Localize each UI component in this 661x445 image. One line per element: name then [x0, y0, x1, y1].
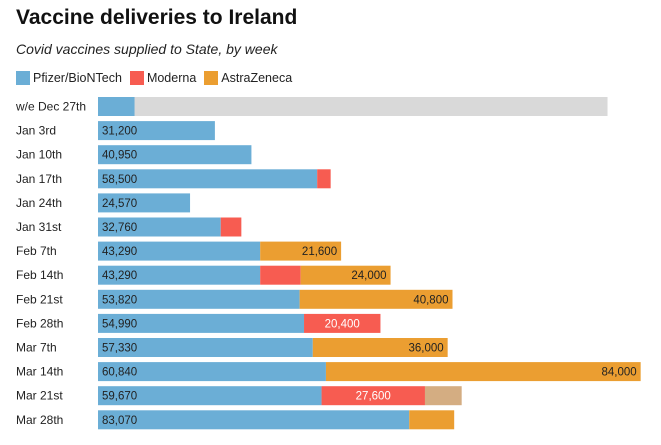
value-label-astrazeneca-mar-14th: 84,000 — [601, 367, 636, 379]
bar-astrazeneca-feb-7th — [260, 241, 342, 261]
category-label-feb-7th: Feb 7th — [16, 244, 57, 258]
bar-moderna-mar-21st — [321, 386, 425, 406]
legend-label-moderna: Moderna — [146, 71, 197, 85]
bar-pfizer-biontech-jan-31st — [98, 217, 221, 237]
category-label-jan-3rd: Jan 3rd — [16, 124, 56, 138]
bar-pfizer-biontech-feb-28th — [98, 313, 305, 333]
legend-swatch-moderna — [129, 71, 144, 85]
category-label-mar-14th: Mar 14th — [16, 365, 63, 379]
value-label-astrazeneca-feb-21st: 40,800 — [413, 294, 448, 306]
bar-pfizer-biontech-mar-28th — [98, 410, 410, 430]
category-label-feb-14th: Feb 14th — [16, 268, 63, 282]
value-label-pfizer-biontech-jan-10th: 40,950 — [102, 150, 137, 162]
value-label-pfizer-biontech-jan-31st: 32,760 — [102, 222, 137, 234]
bar-other-mar-21st — [424, 386, 462, 406]
category-label-jan-10th: Jan 10th — [16, 148, 62, 162]
value-label-pfizer-biontech-feb-21st: 53,820 — [102, 294, 137, 306]
bar-pfizer-biontech-feb-14th — [98, 265, 261, 285]
value-label-pfizer-biontech-jan-17th: 58,500 — [102, 174, 137, 186]
bar-pfizer-biontech-feb-21st — [98, 289, 300, 309]
bar-astrazeneca-feb-21st — [299, 289, 453, 309]
value-label-pfizer-biontech-jan-24th: 24,570 — [102, 198, 137, 210]
bar-moderna-jan-17th — [317, 169, 331, 189]
value-label-pfizer-biontech-mar-21st: 59,670 — [102, 391, 137, 403]
bar-pfizer-biontech-jan-24th — [98, 193, 191, 213]
value-label-pfizer-biontech-jan-3rd: 31,200 — [102, 126, 137, 138]
legend-item-moderna: Moderna — [129, 71, 197, 85]
legend-label-pfizer: Pfizer/BioNTech — [33, 71, 122, 85]
value-label-moderna-mar-21st: 27,600 — [356, 391, 391, 403]
bar-astrazeneca-feb-14th — [300, 265, 391, 285]
value-label-moderna-feb-28th: 20,400 — [325, 318, 360, 330]
bar-astrazeneca-mar-7th — [312, 338, 448, 357]
value-label-pfizer-biontech-feb-14th: 43,290 — [102, 270, 137, 282]
bar-pfizer-biontech-jan-17th — [98, 169, 318, 189]
value-label-astrazeneca-feb-14th: 24,000 — [351, 270, 386, 282]
value-label-pfizer-biontech-mar-28th: 83,070 — [102, 415, 137, 427]
bar-pfizer-biontech-mar-14th — [98, 362, 326, 382]
category-label-mar-28th: Mar 28th — [16, 413, 63, 427]
bar-moderna-feb-28th — [304, 313, 381, 333]
bar-moderna-feb-14th — [260, 265, 301, 285]
value-label-astrazeneca-feb-7th: 21,600 — [302, 246, 337, 258]
value-label-astrazeneca-mar-7th: 36,000 — [408, 343, 443, 355]
legend-swatch-astrazeneca — [204, 71, 219, 85]
bar-pfizer-biontech-mar-7th — [98, 338, 313, 357]
value-label-pfizer-biontech-feb-7th: 43,290 — [102, 246, 137, 258]
bar-pfizer-biontech-jan-3rd — [98, 121, 215, 141]
category-label-mar-21st: Mar 21st — [16, 389, 63, 403]
category-label-jan-31st: Jan 31st — [16, 220, 62, 234]
category-label-feb-21st: Feb 21st — [16, 292, 63, 306]
bar-pfizer-biontech-feb-7th — [98, 241, 261, 261]
value-label-pfizer-biontech-feb-28th: 54,990 — [102, 318, 137, 330]
chart-subtitle: Covid vaccines supplied to State, by wee… — [16, 41, 278, 57]
legend-item-astrazeneca: AstraZeneca — [204, 71, 292, 85]
bar-pfizer-biontech-mar-21st — [98, 386, 322, 406]
chart-title: Vaccine deliveries to Ireland — [16, 6, 298, 29]
legend-label-astrazeneca: AstraZeneca — [221, 71, 293, 85]
bar-astrazeneca-mar-14th — [325, 362, 641, 382]
category-label-w-e-dec-27th: w/e Dec 27th — [15, 100, 86, 114]
category-label-feb-28th: Feb 28th — [16, 316, 63, 330]
bar-pfizer-biontech-w-e-dec-27th — [98, 97, 135, 116]
value-label-pfizer-biontech-mar-7th: 57,330 — [102, 343, 137, 355]
category-label-jan-17th: Jan 17th — [16, 172, 62, 186]
value-label-pfizer-biontech-mar-14th: 60,840 — [102, 367, 137, 379]
bar-moderna-jan-31st — [220, 217, 242, 237]
legend-swatch-pfizer — [16, 71, 30, 85]
legend-item-pfizer: Pfizer/BioNTech — [16, 71, 122, 85]
bar-remainder-w-e-dec-27th — [98, 97, 608, 116]
category-label-jan-24th: Jan 24th — [16, 196, 62, 210]
legend: Pfizer/BioNTech Moderna AstraZeneca — [16, 70, 300, 86]
category-label-mar-7th: Mar 7th — [16, 341, 57, 355]
bar-pfizer-biontech-jan-10th — [98, 145, 252, 165]
bar-astrazeneca-mar-28th — [409, 410, 455, 430]
